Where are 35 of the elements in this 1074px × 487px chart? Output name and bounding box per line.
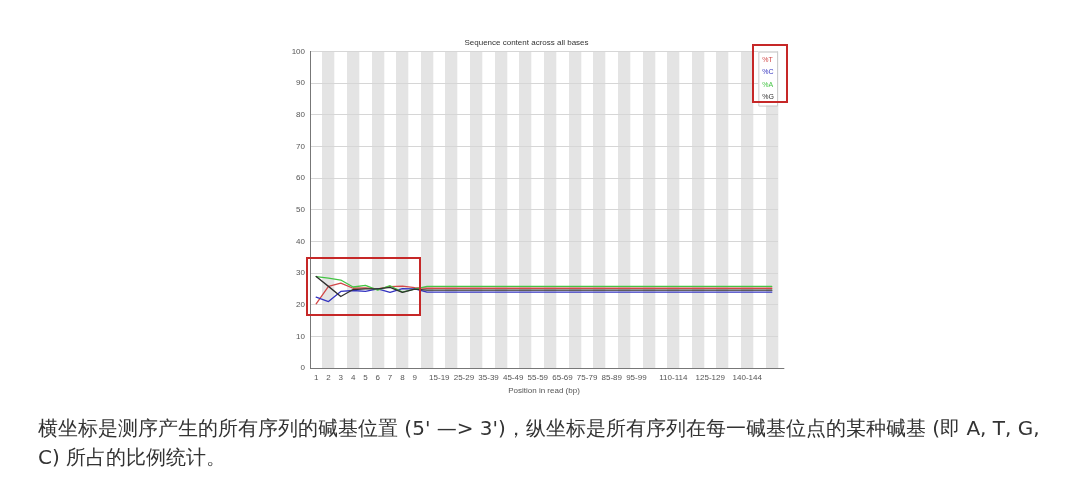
y-tick-label: 100 [291, 46, 306, 56]
x-tick-label: 15-19 [429, 373, 451, 382]
y-tick-label: 30 [296, 268, 306, 278]
y-tick-label: 20 [296, 299, 306, 309]
y-tick-label: 90 [296, 78, 306, 88]
x-tick-label: 5 [363, 373, 369, 382]
y-tick-label: 70 [296, 141, 306, 151]
y-tick-label: 10 [296, 331, 306, 341]
x-tick-label: 35-39 [478, 373, 500, 382]
y-tick-label: 0 [300, 363, 306, 373]
text: 横坐标是测序产生的所有序列的碱基位置 (5' —> 3')，纵坐标是所有序列在每一碱基位点的某种碱基 (即 A, T, G, C) 所占的比例统计。 [38, 415, 1041, 471]
y-tick-label: 60 [296, 173, 306, 183]
x-tick-label: 9 [412, 373, 418, 382]
x-tick-label: 8 [400, 373, 406, 382]
x-tick-label: 125-129 [695, 373, 726, 382]
x-tick-label: 140-144 [732, 373, 763, 382]
chart-title: Sequence content across all bases [464, 38, 589, 47]
x-tick-label: 1 [313, 373, 319, 382]
x-tick-label: 95-99 [626, 373, 648, 382]
x-tick-label: 4 [350, 373, 356, 382]
x-tick-label: 75-79 [576, 373, 598, 382]
x-tick-label: 85-89 [601, 373, 623, 382]
x-tick-label: 65-69 [552, 373, 574, 382]
x-tick-label: 3 [338, 373, 344, 382]
y-tick-label: 40 [296, 236, 306, 246]
x-tick-label: 7 [387, 373, 393, 382]
x-tick-label: 45-49 [502, 373, 524, 382]
x-tick-label: 55-59 [527, 373, 549, 382]
y-tick-label: 50 [296, 205, 306, 214]
x-tick-label: 6 [375, 373, 381, 382]
x-tick-label: 25-29 [453, 373, 475, 382]
x-tick-label: 110-114 [659, 373, 688, 382]
y-tick-label: 80 [296, 110, 306, 120]
x-axis-title: Position in read (bp) [508, 386, 581, 396]
x-tick-label: 2 [326, 373, 332, 382]
